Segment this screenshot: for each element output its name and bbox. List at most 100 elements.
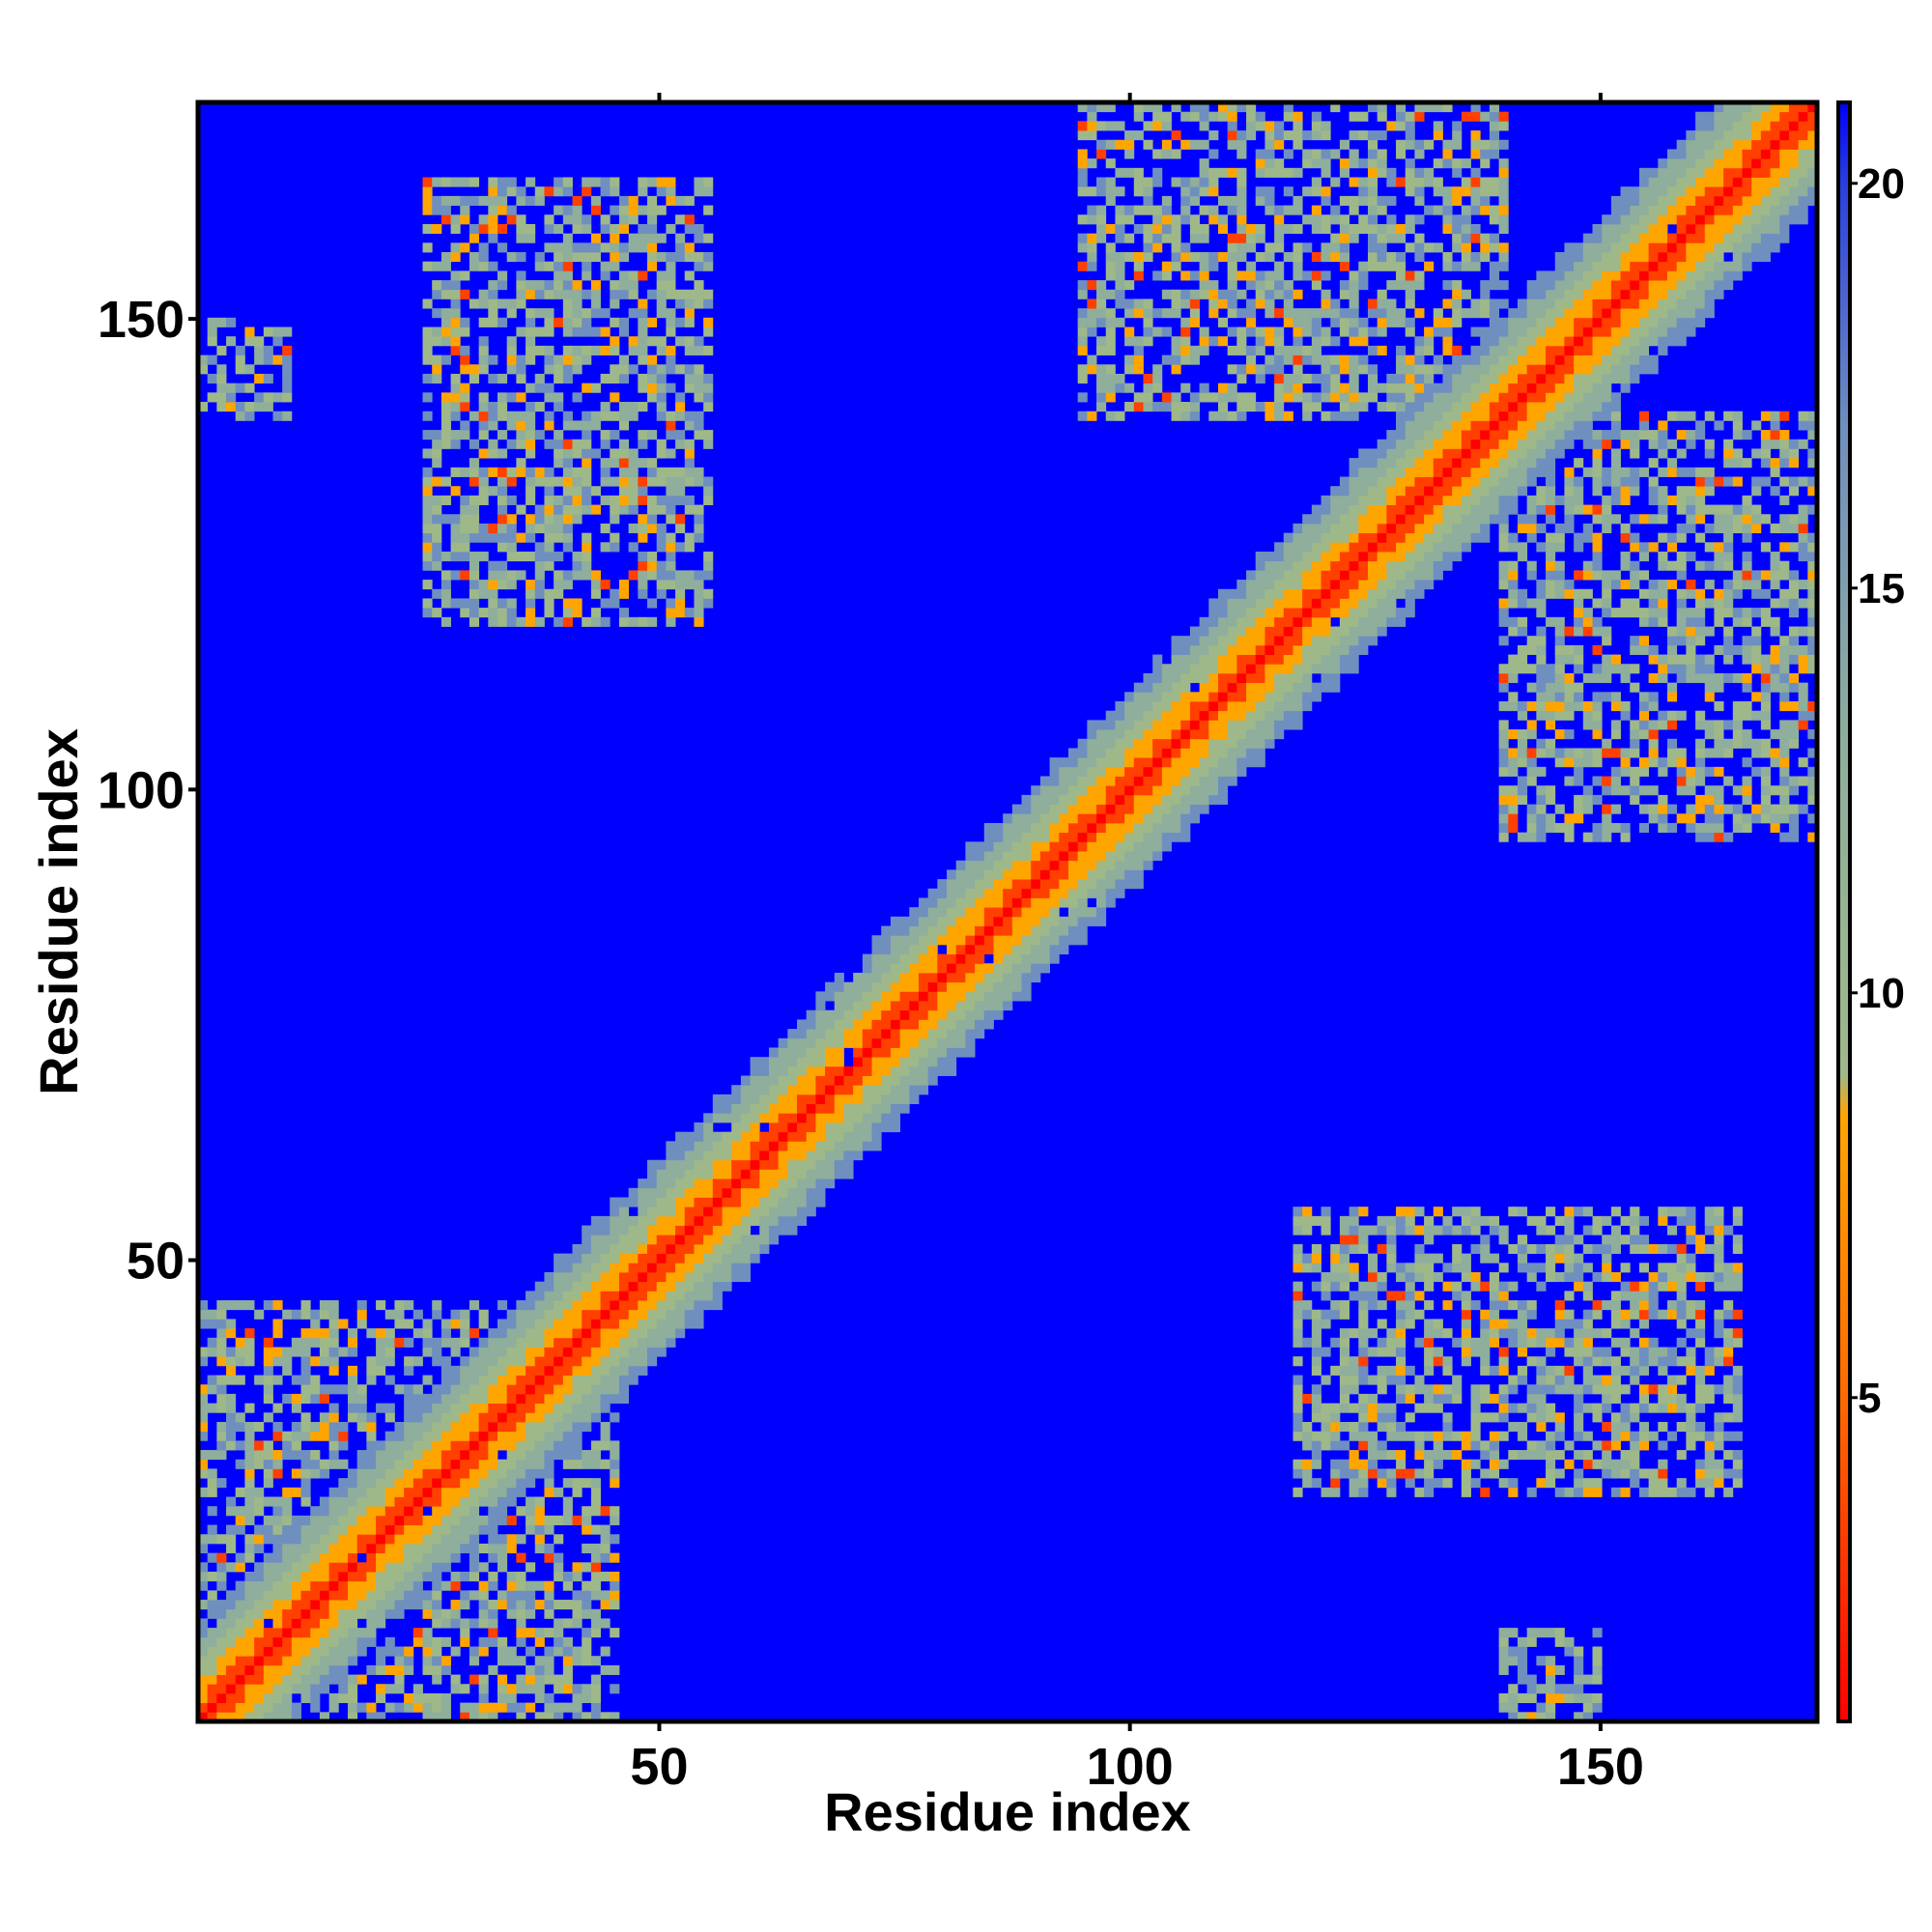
heatmap-cell xyxy=(806,1103,816,1114)
heatmap-cell xyxy=(554,1712,564,1722)
heatmap-cell xyxy=(432,1515,442,1525)
heatmap-cell xyxy=(965,925,976,936)
heatmap-cell xyxy=(562,1431,573,1441)
heatmap-cell xyxy=(1349,1431,1359,1441)
heatmap-cell xyxy=(198,1300,209,1311)
heatmap-cell xyxy=(1321,636,1331,646)
heatmap-cell xyxy=(600,1215,611,1226)
heatmap-cell xyxy=(244,1440,255,1451)
heatmap-cell xyxy=(1339,514,1350,525)
heatmap-cell xyxy=(1031,888,1041,898)
heatmap-cell xyxy=(348,1403,358,1413)
heatmap-cell xyxy=(544,504,554,515)
heatmap-cell xyxy=(1274,373,1285,384)
heatmap-cell xyxy=(675,1291,686,1301)
heatmap-cell xyxy=(1105,776,1116,786)
heatmap-cell xyxy=(778,1151,788,1161)
heatmap-cell xyxy=(666,1225,676,1236)
heatmap-cell xyxy=(440,1384,451,1395)
heatmap-cell xyxy=(1143,383,1153,393)
heatmap-cell xyxy=(310,1636,321,1647)
heatmap-cell xyxy=(207,1684,217,1694)
heatmap-cell xyxy=(412,1393,423,1405)
heatmap-cell xyxy=(1096,785,1107,796)
heatmap-cell xyxy=(1321,242,1331,253)
heatmap-cell xyxy=(1021,963,1032,974)
heatmap-cell xyxy=(740,1151,751,1161)
heatmap-cell xyxy=(815,1001,826,1011)
heatmap-cell xyxy=(731,1215,742,1226)
heatmap-cell xyxy=(356,1478,367,1489)
heatmap-cell xyxy=(975,963,985,974)
heatmap-cell xyxy=(647,223,658,235)
heatmap-cell xyxy=(526,233,536,243)
heatmap-cell xyxy=(806,1122,816,1133)
heatmap-cell xyxy=(787,1215,798,1226)
heatmap-cell xyxy=(666,317,676,327)
heatmap-cell xyxy=(638,1225,648,1236)
heatmap-cell xyxy=(516,552,526,562)
heatmap-cell xyxy=(666,1243,676,1255)
heatmap-cell xyxy=(572,1403,582,1413)
heatmap-cell xyxy=(207,1309,217,1320)
heatmap-cell xyxy=(1236,373,1247,384)
heatmap-cell xyxy=(610,1328,620,1339)
heatmap-cell xyxy=(628,458,639,469)
heatmap-cell xyxy=(1227,280,1237,291)
heatmap-cell xyxy=(488,1393,498,1405)
heatmap-cell xyxy=(1339,1309,1350,1320)
heatmap-cell xyxy=(1115,121,1125,131)
heatmap-cell xyxy=(338,1534,349,1545)
heatmap-cell xyxy=(628,486,639,497)
heatmap-cell xyxy=(572,1431,582,1441)
heatmap-cell xyxy=(572,486,582,497)
heatmap-cell xyxy=(526,1412,536,1423)
heatmap-cell xyxy=(787,1065,798,1076)
heatmap-cell xyxy=(254,1618,265,1629)
heatmap-cell xyxy=(254,336,265,347)
heatmap-cell xyxy=(1031,860,1041,870)
heatmap-cell xyxy=(1311,392,1321,403)
heatmap-cell xyxy=(506,1515,517,1525)
heatmap-cell xyxy=(450,1412,461,1423)
heatmap-cell xyxy=(216,1319,227,1329)
heatmap-cell xyxy=(768,1169,780,1179)
heatmap-cell xyxy=(975,981,985,992)
heatmap-cell xyxy=(404,1431,414,1441)
heatmap-cell xyxy=(1199,289,1209,299)
heatmap-cell xyxy=(1115,261,1125,271)
heatmap-cell xyxy=(955,935,966,946)
heatmap-cell xyxy=(1096,822,1107,834)
heatmap-cell xyxy=(1339,542,1350,553)
heatmap-cell xyxy=(1011,860,1022,870)
heatmap-cell xyxy=(853,1113,864,1123)
heatmap-cell xyxy=(198,1393,209,1405)
heatmap-cell xyxy=(590,411,601,421)
heatmap-cell xyxy=(478,1375,489,1385)
heatmap-cell xyxy=(554,1263,564,1273)
heatmap-cell xyxy=(469,1300,480,1311)
heatmap-cell xyxy=(1236,130,1247,141)
heatmap-cell xyxy=(993,972,1004,983)
heatmap-cell xyxy=(422,580,433,590)
heatmap-cell xyxy=(198,1459,209,1469)
heatmap-cell xyxy=(1255,654,1265,665)
heatmap-cell xyxy=(1311,1384,1321,1395)
heatmap-cell xyxy=(834,1169,844,1179)
heatmap-cell xyxy=(562,467,573,477)
heatmap-cell xyxy=(582,1421,592,1433)
heatmap-cell xyxy=(562,532,573,543)
heatmap-cell xyxy=(216,1712,227,1722)
heatmap-cell xyxy=(1236,664,1247,674)
heatmap-cell xyxy=(300,1365,311,1376)
heatmap-cell xyxy=(703,1113,714,1123)
heatmap-cell xyxy=(348,1618,358,1629)
heatmap-cell xyxy=(1274,158,1285,169)
heatmap-cell xyxy=(647,373,658,384)
heatmap-cell xyxy=(1246,121,1257,131)
heatmap-cell xyxy=(216,1674,227,1685)
heatmap-cell xyxy=(1293,242,1303,253)
heatmap-cell xyxy=(694,1131,704,1142)
heatmap-cell xyxy=(432,336,442,347)
heatmap-cell xyxy=(544,317,554,327)
